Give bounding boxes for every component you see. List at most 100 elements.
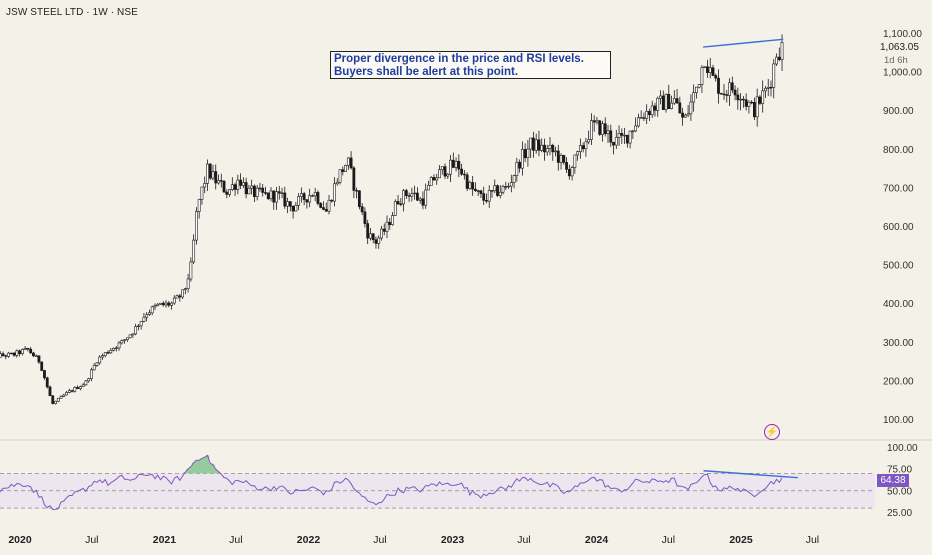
- candle-body: [471, 182, 475, 190]
- candle-body: [623, 134, 626, 137]
- candle-body: [659, 95, 662, 99]
- candle-body: [244, 182, 248, 195]
- rsi-line: [0, 454, 783, 511]
- candle-body: [355, 190, 359, 192]
- candle-body: [192, 239, 196, 263]
- candle-body: [219, 180, 223, 182]
- candle-body: [526, 148, 530, 159]
- candle-body: [758, 96, 762, 104]
- candle-body: [266, 192, 270, 200]
- candle-body: [711, 67, 715, 76]
- candle-body: [714, 75, 718, 79]
- candle-body: [346, 157, 350, 166]
- candle-body: [675, 98, 679, 104]
- candle-body: [631, 130, 635, 133]
- candle-body: [54, 400, 57, 404]
- candle-body: [769, 86, 773, 89]
- candle-body: [388, 221, 392, 226]
- rsi-tick-label: 100.00: [887, 443, 918, 454]
- price-tick-label: 200.00: [883, 376, 914, 387]
- candle-body: [407, 195, 411, 197]
- candle-body: [424, 189, 428, 206]
- candle-body: [357, 190, 361, 207]
- candle-body: [283, 192, 287, 207]
- candle-body: [399, 203, 403, 205]
- candle-body: [753, 102, 756, 118]
- candle-body: [275, 191, 278, 203]
- candle-body: [509, 182, 513, 187]
- candle-body: [598, 120, 602, 135]
- candle-body: [512, 175, 516, 183]
- candle-body: [183, 288, 187, 291]
- candle-body: [98, 356, 102, 364]
- candle-body: [595, 120, 599, 123]
- candle-body: [197, 199, 201, 212]
- candle-body: [567, 169, 571, 177]
- candle-body: [255, 187, 259, 197]
- candle-body: [523, 149, 527, 159]
- candle-body: [261, 187, 265, 193]
- candle-body: [766, 86, 770, 89]
- candle-body: [335, 181, 339, 185]
- candle-body: [277, 191, 281, 194]
- candle-body: [612, 141, 615, 146]
- candle-body: [761, 90, 765, 104]
- candle-body: [775, 56, 778, 65]
- candle-body: [67, 390, 71, 393]
- candle-body: [352, 167, 356, 191]
- candle-body: [664, 93, 668, 110]
- candle-body: [584, 141, 588, 150]
- annotation-box[interactable]: Proper divergence in the price and RSI l…: [330, 51, 611, 79]
- annotation-line-2: Buyers shall be alert at this point.: [334, 66, 519, 78]
- candle-body: [609, 130, 613, 143]
- candle-body: [736, 94, 740, 101]
- candle-body: [396, 201, 400, 205]
- candle-body: [402, 190, 405, 205]
- candle-body: [269, 190, 273, 200]
- flash-icon[interactable]: ⚡: [764, 424, 780, 440]
- candle-body: [562, 155, 566, 163]
- candle-body: [195, 211, 198, 241]
- candle-body: [418, 198, 422, 201]
- candle-body: [750, 101, 754, 104]
- candle-body: [161, 302, 165, 306]
- rsi-tick-label: 50.00: [887, 486, 912, 497]
- candle-body: [501, 186, 505, 193]
- candle-body: [578, 145, 582, 152]
- candle-body: [128, 334, 132, 339]
- candle-body: [297, 196, 301, 206]
- candle-body: [744, 99, 748, 107]
- candle-body: [451, 159, 455, 168]
- candle-body: [385, 221, 389, 232]
- candle-body: [333, 183, 336, 202]
- candle-body: [689, 101, 693, 115]
- candle-body: [573, 154, 577, 168]
- candle-body: [369, 233, 372, 239]
- candle-body: [153, 305, 157, 308]
- candle-body: [634, 125, 638, 132]
- candle-body: [639, 117, 643, 119]
- price-tick-label: 400.00: [883, 299, 914, 310]
- candle-body: [581, 145, 585, 150]
- candle-body: [225, 191, 229, 195]
- candle-body: [200, 186, 204, 200]
- candle-body: [454, 160, 458, 168]
- candle-body: [366, 223, 370, 239]
- candle-body: [722, 93, 726, 96]
- candle-body: [236, 179, 240, 190]
- candle-body: [697, 84, 701, 88]
- candle-body: [449, 159, 452, 175]
- candle-body: [415, 192, 419, 201]
- candle-body: [435, 177, 439, 181]
- candle-body: [374, 239, 378, 244]
- candle-body: [48, 386, 52, 397]
- candle-body: [498, 191, 502, 196]
- rsi-tick-label: 25.00: [887, 508, 912, 519]
- candle-body: [73, 387, 77, 392]
- candle-body: [233, 184, 237, 190]
- candle-body: [692, 92, 696, 103]
- candle-body: [172, 297, 176, 304]
- candle-body: [730, 82, 734, 91]
- candle-body: [570, 167, 574, 177]
